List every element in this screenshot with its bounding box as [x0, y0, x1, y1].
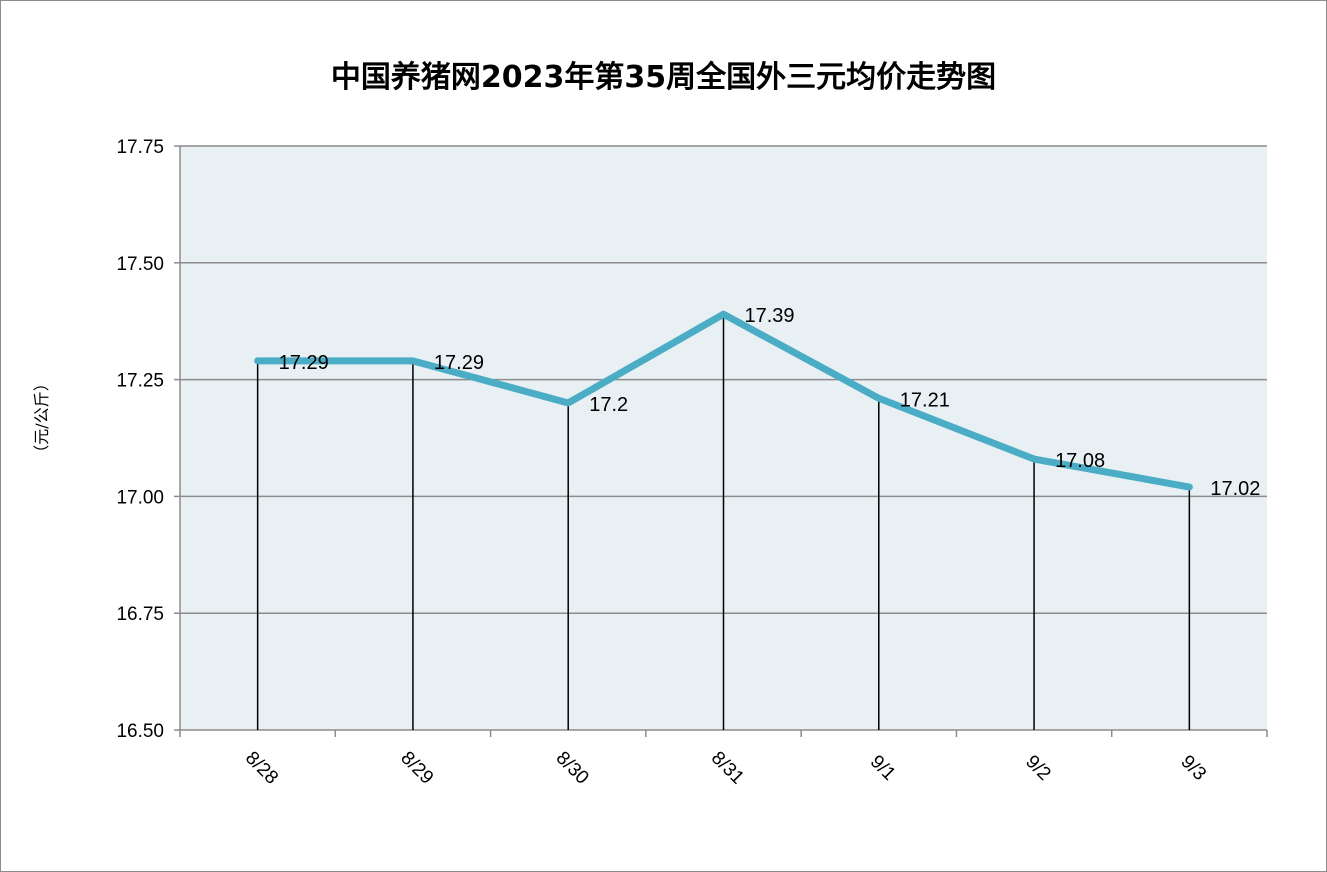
data-label: 17.39 — [745, 305, 795, 327]
data-label: 17.21 — [900, 389, 950, 411]
series-line — [254, 310, 1193, 491]
x-tick-label: 9/1 — [866, 751, 900, 785]
data-label: 17.2 — [589, 394, 628, 416]
y-tick-label: 16.75 — [116, 604, 164, 625]
y-tick-label: 16.50 — [116, 721, 164, 742]
data-label: 17.08 — [1055, 450, 1105, 472]
data-label: 17.29 — [279, 352, 329, 374]
y-tick-labels: 16.50 16.75 17.00 17.25 17.50 17.75 — [116, 137, 164, 742]
data-label: 17.29 — [434, 352, 484, 374]
x-tick-label: 9/3 — [1176, 751, 1210, 785]
drop-lines — [256, 314, 1191, 730]
data-label: 17.02 — [1210, 478, 1260, 500]
chart-title: 中国养猪网2023年第35周全国外三元均价走势图 — [330, 60, 997, 95]
x-tick-label: 8/28 — [241, 748, 282, 789]
y-tick-label: 17.00 — [116, 487, 164, 508]
x-tick-label: 8/30 — [552, 748, 593, 789]
y-tick-label: 17.50 — [116, 254, 164, 275]
data-labels: 17.29 17.29 17.2 17.39 17.21 17.08 17.02 — [279, 305, 1261, 500]
x-tick-label: 9/2 — [1021, 751, 1055, 785]
y-tick-label: 17.25 — [116, 371, 164, 392]
y-tick-label: 17.75 — [116, 137, 164, 158]
x-tick-label: 8/31 — [707, 748, 748, 789]
x-tick-label: 8/29 — [396, 748, 437, 789]
x-tick-labels: 8/28 8/29 8/30 8/31 9/1 9/2 9/3 — [241, 748, 1210, 789]
series-line-group — [254, 310, 1193, 491]
